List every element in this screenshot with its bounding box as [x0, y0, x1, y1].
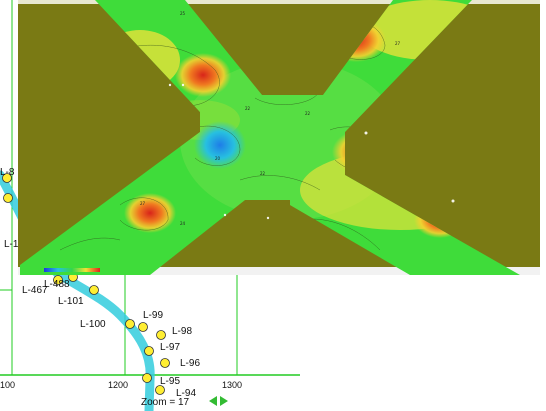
label-l-98: L-98	[172, 326, 192, 337]
survey-labels: L-101 L-100 L-99 L-98 L-97 L-96 L-95 L-9…	[0, 167, 200, 399]
svg-text:24: 24	[180, 221, 186, 226]
marker-l-98	[156, 330, 166, 340]
label-l-97: L-97	[160, 342, 180, 353]
label-l-8: L-8	[0, 167, 15, 178]
label-l-99: L-99	[143, 310, 163, 321]
colorscale-legend	[44, 268, 100, 272]
zoom-text: Zoom = 17	[141, 397, 190, 408]
svg-text:25: 25	[180, 11, 186, 16]
label-l-488: L-488	[44, 279, 70, 290]
contour-heatmap-overlay[interactable]: 25 24 22 21 28 27 26 22 22 27 28 20 22 2…	[18, 0, 540, 275]
label-l-101: L-101	[58, 296, 84, 307]
marker-l-467	[53, 275, 63, 285]
label-l-1: L-1	[4, 239, 19, 250]
marker-l-95	[142, 373, 152, 383]
marker-l-96	[160, 358, 170, 368]
svg-text:22: 22	[305, 111, 311, 116]
left-right-arrow-icon[interactable]	[209, 396, 228, 406]
zoom-indicator: Zoom = 17	[141, 397, 190, 408]
marker-l-100	[125, 319, 135, 329]
label-l-95: L-95	[160, 376, 180, 387]
marker-l-94	[155, 385, 165, 395]
label-l-94: L-94	[176, 388, 196, 399]
tick-1200: 1200	[108, 380, 128, 390]
marker-l-97	[144, 346, 154, 356]
x-axis-ticks: 100 1200 1300	[0, 380, 242, 390]
label-l-96: L-96	[180, 358, 200, 369]
svg-text:22: 22	[260, 171, 266, 176]
marker-l-99	[138, 322, 148, 332]
svg-text:27: 27	[140, 201, 146, 206]
marker-l-8b	[2, 173, 12, 183]
svg-text:20: 20	[215, 156, 221, 161]
survey-markers[interactable]	[2, 173, 170, 395]
svg-text:27: 27	[395, 41, 401, 46]
marker-l-101	[89, 285, 99, 295]
label-l-467: L-467	[22, 285, 48, 296]
svg-text:22: 22	[245, 106, 251, 111]
tick-100: 100	[0, 380, 15, 390]
tick-1300: 1300	[222, 380, 242, 390]
marker-l-8	[3, 193, 13, 203]
label-l-100: L-100	[80, 319, 106, 330]
